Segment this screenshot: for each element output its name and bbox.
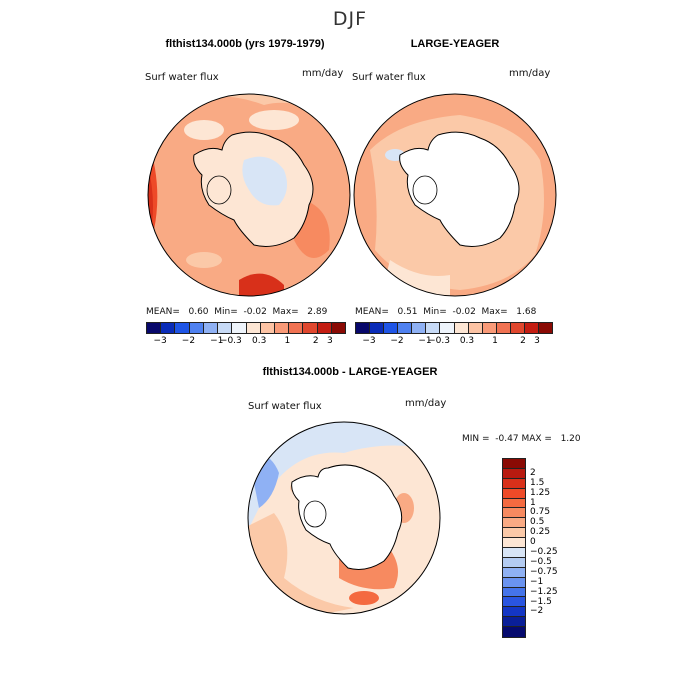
colorbar-swatch [398,323,413,333]
colorbar-swatch [503,478,525,489]
colorbar-swatch [260,323,275,333]
antarctica-diff [291,464,403,570]
colorbar-tick-label: 0.25 [530,527,551,538]
colorbar-swatch [539,323,553,333]
colorbar-tick-label: −1 [530,576,544,587]
colorbar-tick-label: −3 [362,336,376,346]
colorbar-tick-label: −1.25 [530,586,558,597]
right-stats: MEAN= 0.51 Min= -0.02 Max= 1.68 [355,307,537,317]
main-title: DJF [332,8,368,30]
colorbar-swatch [161,323,176,333]
colorbar-tick-label: 1 [284,336,291,346]
colorbar-swatch [274,323,290,333]
colorbar-swatch [468,323,483,333]
colorbar-swatch [503,488,525,499]
left-colorbar [146,322,346,334]
colorbar-tick-label: 0.3 [459,336,475,346]
colorbar-swatch [503,498,525,509]
colorbar-tick-label: 0.3 [251,336,267,346]
colorbar-swatch [503,468,525,479]
colorbar-tick-label: 0.5 [530,517,545,528]
colorbar-tick-label: 1.25 [530,487,551,498]
colorbar-tick-label: 2 [520,336,526,346]
colorbar-swatch [189,323,204,333]
colorbar-swatch [503,617,525,628]
colorbar-swatch [175,323,190,333]
diff-stats: MIN = -0.47 MAX = 1.20 [462,434,581,444]
colorbar-swatch [503,518,525,529]
colorbar-swatch [426,323,441,333]
colorbar-swatch [331,323,346,333]
colorbar-tick-label: 0.75 [530,507,551,518]
antarctica-right [399,131,520,247]
left-panel-title: flthist134.000b (yrs 1979-1979) [165,38,325,50]
colorbar-swatch [503,548,525,558]
colorbar-swatch [440,323,455,333]
left-variable-label: Surf water flux [145,72,219,83]
colorbar-tick-label: −0.3 [428,336,450,346]
colorbar-swatch [503,557,525,568]
colorbar-tick-label: −0.5 [530,556,552,567]
colorbar-tick-label: −3 [153,336,167,346]
left-stats: MEAN= 0.60 Min= -0.02 Max= 2.89 [146,307,328,317]
colorbar-tick-label: −2 [530,606,544,617]
diff-colorbar [502,458,526,639]
colorbar-swatch [503,587,525,598]
colorbar-tick-label: 1 [530,497,536,508]
colorbar-swatch [482,323,497,333]
colorbar-swatch [454,323,469,333]
right-units-label: mm/day [509,68,551,79]
colorbar-tick-label: 1.5 [530,477,545,488]
colorbar-swatch [370,323,385,333]
colorbar-swatch [503,538,525,549]
colorbar-tick-label: −0.25 [530,547,558,558]
colorbar-swatch [356,323,371,333]
colorbar-tick-label: −0.75 [530,566,558,577]
colorbar-swatch [384,323,399,333]
colorbar-swatch [303,323,318,333]
colorbar-tick-label: −2 [181,336,196,346]
colorbar-swatch [503,577,525,588]
colorbar-swatch [503,567,525,578]
colorbar-tick-label: −1.5 [530,596,552,607]
colorbar-tick-label: −2 [390,336,404,346]
diff-panel-title: flthist134.000b - LARGE-YEAGER [262,366,438,378]
colorbar-swatch [203,323,219,333]
colorbar-swatch [503,627,525,638]
colorbar-tick-label: 2 [530,467,536,478]
right-variable-label: Surf water flux [352,72,426,83]
colorbar-swatch [503,459,525,469]
colorbar-swatch [289,323,304,333]
diff-units-label: mm/day [405,398,447,409]
colorbar-tick-label: 1 [492,336,498,346]
colorbar-swatch [503,528,525,539]
colorbar-swatch [412,323,427,333]
colorbar-swatch [232,323,247,333]
right-colorbar [355,322,553,334]
diff-polar-map [247,421,441,615]
diff-variable-label: Surf water flux [248,401,322,412]
colorbar-tick-label: −0.3 [219,336,242,346]
colorbar-swatch [218,323,233,333]
right-polar-map [353,93,557,297]
left-polar-map [147,93,351,297]
colorbar-swatch [496,323,511,333]
colorbar-swatch [524,323,540,333]
colorbar-tick-label: −1 [210,336,224,346]
colorbar-swatch [147,323,162,333]
colorbar-swatch [317,323,332,333]
colorbar-swatch [246,323,261,333]
colorbar-swatch [503,508,525,519]
colorbar-tick-label: −1 [418,336,432,346]
left-units-label: mm/day [302,68,344,79]
colorbar-swatch [510,323,525,333]
colorbar-tick-label: 3 [326,336,333,346]
colorbar-tick-label: 3 [534,336,540,346]
colorbar-swatch [503,597,525,608]
right-panel-title: LARGE-YEAGER [410,38,500,50]
colorbar-tick-label: 0 [530,537,536,548]
colorbar-tick-label: 2 [312,336,319,346]
colorbar-swatch [503,607,525,618]
